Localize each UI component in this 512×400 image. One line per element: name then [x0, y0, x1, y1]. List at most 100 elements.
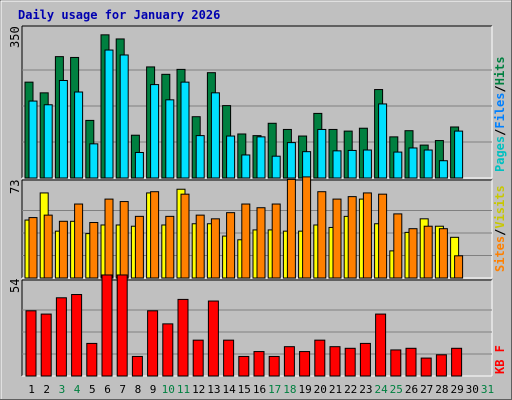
- bar-kbf: [131, 355, 143, 377]
- bar-kbf: [192, 339, 204, 377]
- bar-kbf: [116, 274, 128, 377]
- legend-sites: Sites: [493, 236, 507, 272]
- x-tick-label: 12: [192, 383, 205, 396]
- bar-kbf: [435, 354, 447, 377]
- top-legend: Pages/Files/Hits: [493, 56, 507, 172]
- bar-kbf: [71, 294, 83, 377]
- bar-sites: [28, 217, 38, 279]
- bar-sites: [210, 218, 220, 279]
- top-ymax-label: 350: [8, 26, 22, 48]
- bar-files: [393, 151, 403, 179]
- x-tick-label: 24: [374, 383, 388, 396]
- bar-sites: [302, 176, 312, 279]
- bar-files: [378, 103, 388, 179]
- chart-bars: [22, 34, 492, 377]
- bar-files: [241, 154, 251, 179]
- legend-files: Files: [493, 93, 507, 129]
- bar-sites: [332, 198, 342, 279]
- x-tick-label: 27: [420, 383, 433, 396]
- bar-files: [454, 130, 464, 179]
- bottom-ymax-label: 54: [8, 279, 22, 293]
- bar-kbf: [405, 347, 417, 377]
- x-tick-label: 4: [74, 383, 81, 396]
- bar-kbf: [40, 313, 52, 377]
- bar-files: [150, 84, 160, 179]
- bar-files: [408, 147, 418, 179]
- bar-sites: [43, 214, 53, 279]
- bar-files: [302, 151, 312, 179]
- bar-files: [104, 49, 114, 179]
- bar-files: [89, 143, 99, 179]
- x-tick-label: 11: [177, 383, 190, 396]
- legend-separator: /: [493, 229, 507, 236]
- x-tick-label: 1: [28, 383, 35, 396]
- x-tick-label: 16: [253, 383, 266, 396]
- bar-sites: [89, 222, 99, 279]
- bar-files: [423, 149, 433, 179]
- bar-files: [317, 128, 327, 179]
- bar-sites: [317, 191, 327, 279]
- x-tick-label: 2: [43, 383, 50, 396]
- x-tick-label: 30: [466, 383, 479, 396]
- bar-kbf: [238, 355, 250, 377]
- bar-sites: [150, 191, 160, 279]
- x-tick-label: 21: [329, 383, 342, 396]
- legend-pages: Pages: [493, 136, 507, 172]
- middle-ymax-label: 73: [8, 180, 22, 194]
- bar-kbf: [299, 351, 311, 377]
- middle-legend: Sites/Visits: [493, 185, 507, 272]
- legend-separator: /: [493, 85, 507, 92]
- chart-title: Daily usage for January 2026: [18, 8, 220, 22]
- bar-sites: [438, 228, 448, 279]
- bar-kbf: [359, 342, 371, 377]
- bar-files: [362, 149, 372, 179]
- bar-sites: [134, 215, 144, 279]
- x-tick-label: 19: [298, 383, 311, 396]
- legend-kbf: KB F: [493, 345, 507, 374]
- bar-kbf: [101, 274, 113, 377]
- bar-files: [58, 79, 68, 179]
- bar-sites: [104, 198, 114, 279]
- bar-files: [74, 91, 84, 179]
- bar-sites: [286, 178, 296, 279]
- bar-kbf: [177, 298, 189, 377]
- bar-kbf: [314, 339, 326, 377]
- bar-sites: [408, 228, 418, 279]
- bar-kbf: [223, 339, 235, 377]
- bar-files: [134, 151, 144, 179]
- legend-visits: Visits: [493, 185, 507, 228]
- x-tick-label: 28: [435, 383, 448, 396]
- bottom-legend: KB F: [493, 345, 507, 374]
- bar-kbf: [390, 349, 402, 377]
- x-tick-label: 26: [405, 383, 418, 396]
- bar-files: [165, 99, 175, 179]
- bar-sites: [256, 207, 266, 279]
- bar-files: [347, 149, 357, 179]
- bar-kbf: [207, 300, 219, 377]
- x-tick-label: 6: [104, 383, 111, 396]
- bar-sites: [180, 193, 190, 279]
- bar-sites: [195, 214, 205, 279]
- bar-files: [271, 155, 281, 179]
- x-tick-label: 25: [390, 383, 403, 396]
- x-tick-label: 15: [238, 383, 251, 396]
- bar-sites: [226, 212, 236, 279]
- bar-kbf: [86, 342, 98, 377]
- x-tick-label: 20: [314, 383, 327, 396]
- bar-sites: [393, 213, 403, 279]
- bar-sites: [362, 192, 372, 279]
- bar-kbf: [162, 323, 174, 377]
- bar-sites: [241, 203, 251, 279]
- bar-files: [119, 54, 129, 179]
- bar-kbf: [375, 313, 387, 377]
- bar-sites: [378, 193, 388, 279]
- bar-files: [43, 104, 53, 179]
- bar-kbf: [344, 347, 356, 377]
- x-tick-label: 5: [89, 383, 96, 396]
- x-tick-label: 13: [207, 383, 220, 396]
- bar-files: [226, 135, 236, 179]
- x-tick-label: 10: [162, 383, 175, 396]
- bar-kbf: [147, 310, 159, 377]
